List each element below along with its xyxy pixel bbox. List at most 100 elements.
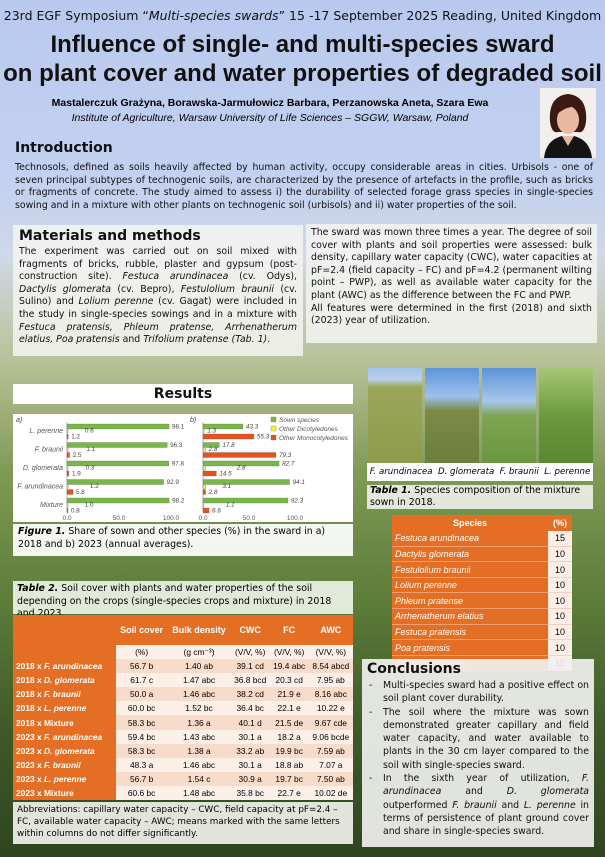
table-2-header: AWC	[308, 615, 353, 645]
data-label: 1.3	[207, 428, 216, 435]
table-2-unit: (V/V, %)	[269, 645, 309, 660]
data-label: 1.1	[226, 502, 235, 509]
table-cell: 56.7 b	[115, 659, 168, 674]
table-cell: 60.0 bc	[115, 701, 168, 716]
category-label: F. braunii	[35, 447, 64, 454]
table-1: Species (%) Festuca arundinacea 15 Dactylis …	[392, 515, 572, 672]
photo-label: F. arundinacea	[369, 467, 433, 477]
percent-cell: 10	[548, 639, 572, 656]
figure-1-chart: a) 0.0 50.0 100.0 L. perenne 98.1 0.6 1.2 F. bra…	[13, 414, 353, 522]
data-label: 92.3	[291, 498, 304, 505]
data-label: 5.8	[76, 489, 85, 496]
data-label: 0.8	[71, 508, 80, 515]
category-label: F. arundinacea	[17, 484, 63, 491]
table-cell: 1.47 abc	[167, 673, 231, 688]
row-label: 2023 x F. braunii	[13, 757, 116, 772]
table-2: Soil cover Bulk density CWC FC AWC (%) (g cm⁻³…	[13, 615, 353, 801]
bar-other-dicotyledones	[66, 503, 69, 508]
table-cell: 38.2 cd	[230, 687, 270, 702]
table-cell: 58.3 bc	[115, 743, 168, 758]
row-label: 2023 x Mixture	[13, 785, 116, 801]
photo-label: D. glomerata	[437, 467, 495, 477]
bar-other-dicotyledones	[202, 466, 206, 471]
bar-sown-species	[202, 479, 290, 485]
table-cell: 10.22 e	[308, 701, 353, 716]
table-2-caption: Table 2. Soil cover with plants and wate…	[13, 581, 353, 619]
bar-other-monocotyledones	[202, 507, 210, 514]
conclusions-heading: Conclusions	[367, 661, 461, 677]
x-tick-label: 100.0	[287, 515, 304, 522]
table-cell: 56.7 b	[115, 771, 168, 786]
table-row: Phleum pratense 10	[392, 592, 572, 610]
table-row: 2018 x F. arundinacea 56.7 b 1.40 ab 39.1 c…	[13, 659, 353, 674]
conference-line: 23rd EGF Symposium “Multi-species swards…	[0, 8, 605, 23]
percent-cell: 10	[548, 546, 572, 563]
photo-label: L. perenne	[544, 467, 591, 477]
table-2-header: Bulk density	[167, 615, 231, 645]
table-row: Dactylis glomerata 10	[392, 546, 572, 563]
bar-other-dicotyledones	[202, 429, 205, 434]
table-cell: 1.46 abc	[167, 687, 231, 702]
photo-labels: F. arundinacea D. glomerata F. braunii L. p…	[367, 463, 593, 481]
data-label: 6.6	[212, 508, 221, 515]
methods-text: The experiment was carried out on soil m…	[19, 246, 297, 346]
bar-sown-species	[202, 442, 220, 448]
bar-other-dicotyledones	[202, 485, 207, 489]
data-label: 98.1	[172, 424, 185, 431]
table-cell: 30.1 a	[230, 729, 270, 744]
species-cell: Phleum pratense	[392, 592, 549, 610]
table-row: Lolium perenne 10	[392, 577, 572, 594]
table-cell: 21.9 e	[269, 687, 309, 702]
percent-cell: 10	[548, 624, 572, 641]
bar-sown-species	[202, 497, 289, 504]
table-cell: 33.2 ab	[230, 743, 270, 758]
x-tick-label: 50.0	[243, 515, 256, 522]
results-banner: Results	[13, 384, 353, 404]
poster-title: Influence of single- and multi-species s…	[0, 30, 605, 88]
row-label: 2018 x D. glomerata	[13, 673, 116, 688]
photo-f-arundinacea	[368, 368, 422, 463]
conference-theme: Multi-species swards	[148, 8, 279, 23]
table-cell: 22.1 e	[269, 701, 309, 716]
table-cell: 18.8 ab	[269, 757, 309, 772]
bar-other-dicotyledones	[66, 448, 69, 452]
photo-label: F. braunii	[499, 467, 539, 477]
table-cell: 19.7 bc	[269, 771, 309, 786]
percent-cell: 10	[548, 561, 572, 578]
legend-swatch	[270, 434, 277, 441]
table-2-unit	[13, 645, 116, 660]
table-row: Festuca arundinacea 15	[392, 530, 572, 547]
table-row: 2018 x Mixture 58.3 bc 1.36 a 40.1 d 21.5 de…	[13, 715, 353, 730]
panel-label: b)	[190, 417, 196, 424]
bar-sown-species	[202, 423, 243, 430]
species-cell: Festulolium braunii	[392, 561, 549, 578]
table-cell: 19.4 abc	[269, 659, 309, 674]
table-cell: 48.3 a	[115, 757, 168, 772]
table-cell: 18.2 a	[269, 729, 309, 744]
bar-other-monocotyledones	[202, 433, 255, 440]
photo-d-glomerata	[425, 368, 479, 463]
bar-other-monocotyledones	[202, 470, 217, 477]
table-row: 2018 x D. glomerata 61.7 c 1.47 abc 36.8 bc…	[13, 673, 353, 688]
table-cell: 21.5 de	[269, 715, 309, 730]
category-label: D. glomerata	[23, 465, 63, 472]
conclusions-box: Conclusions Multi-species sward had a po…	[362, 659, 594, 847]
data-label: 92.9	[167, 479, 180, 486]
table-cell: 9.67 cde	[308, 715, 353, 730]
bar-other-dicotyledones	[66, 485, 69, 489]
table-cell: 1.43 abc	[167, 729, 231, 744]
photo-f-braunii	[482, 368, 536, 463]
table-row: 2023 x F. braunii 48.3 a 1.46 abc 30.1 a 18.…	[13, 757, 353, 772]
data-label: 14.5	[219, 471, 232, 478]
bar-other-monocotyledones	[66, 507, 69, 514]
data-label: 55.3	[257, 434, 270, 441]
bar-other-dicotyledones	[66, 466, 69, 471]
bar-other-dicotyledones	[66, 429, 69, 434]
legend-swatch	[270, 416, 277, 423]
table-row: Poa pratensis 10	[392, 639, 572, 656]
table-cell: 30.1 a	[230, 757, 270, 772]
conference-text: 23rd EGF Symposium “	[3, 8, 149, 23]
bar-other-monocotyledones	[66, 452, 70, 458]
table-cell: 7.50 ab	[308, 771, 353, 786]
table-row: 2023 x F. arundinacea 59.4 bc 1.43 abc 30.1…	[13, 729, 353, 744]
